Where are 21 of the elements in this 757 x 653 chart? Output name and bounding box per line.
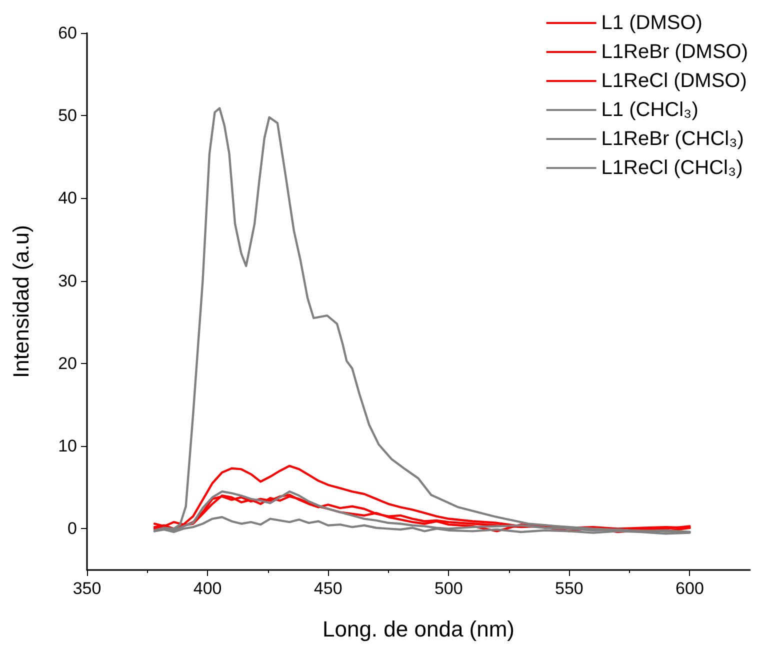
legend-label: L1 (CHCl₃) — [601, 99, 698, 121]
x-tick-label: 550 — [554, 579, 584, 598]
y-tick-label: 40 — [58, 188, 77, 208]
legend-label: L1ReCl (DMSO) — [601, 70, 747, 92]
y-axis-title: Intensidad (a.u) — [8, 225, 34, 378]
legend-label: L1ReCl (CHCl₃) — [601, 157, 743, 179]
y-tick-label: 30 — [58, 271, 77, 290]
x-tick-label: 450 — [314, 579, 342, 598]
x-tick-label: 600 — [676, 579, 704, 598]
y-tick-label: 60 — [58, 24, 77, 42]
x-tick-label: 500 — [434, 579, 463, 598]
legend-label: L1ReBr (CHCl₃) — [601, 128, 744, 150]
y-tick-label: 20 — [58, 354, 77, 373]
y-tick-label: 10 — [58, 436, 77, 456]
y-tick-label: 0 — [68, 519, 77, 538]
legend-label: L1ReBr (DMSO) — [601, 41, 748, 63]
x-tick-label: 350 — [72, 579, 102, 598]
legend-label: L1 (DMSO) — [601, 12, 702, 34]
x-tick-label: 400 — [193, 579, 222, 598]
y-tick-label: 50 — [58, 106, 77, 126]
x-axis-title: Long. de onda (nm) — [322, 616, 515, 642]
